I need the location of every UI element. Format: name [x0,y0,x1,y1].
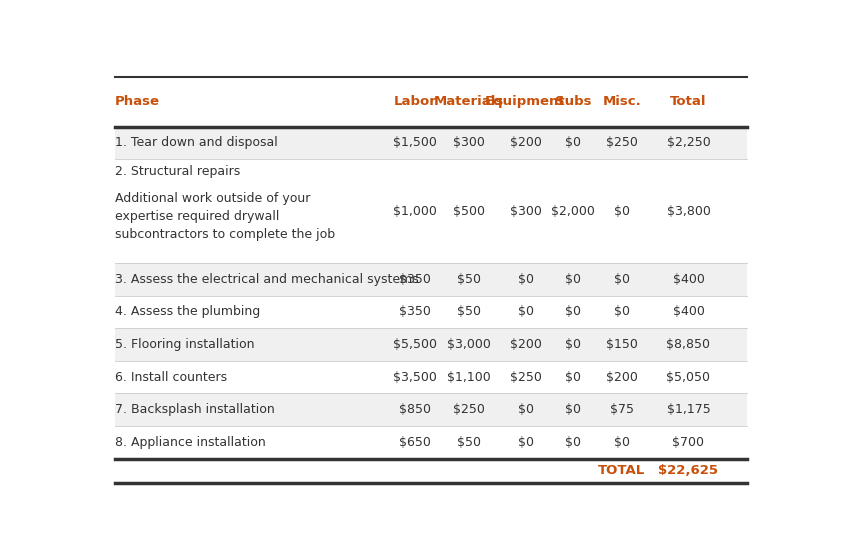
Bar [115,263,747,295]
Text: 4. Assess the plumbing: 4. Assess the plumbing [115,305,260,318]
Text: $0: $0 [565,403,581,416]
Text: $850: $850 [399,403,431,416]
Text: $150: $150 [606,338,638,351]
Text: expertise required drywall: expertise required drywall [115,210,279,223]
Text: Total: Total [670,95,706,108]
Text: $400: $400 [673,305,705,318]
Text: $0: $0 [565,305,581,318]
Text: $200: $200 [606,371,638,383]
Bar [115,328,747,361]
Text: $0: $0 [565,273,581,286]
Text: TOTAL: TOTAL [598,464,646,477]
Text: 8. Appliance installation: 8. Appliance installation [115,436,266,449]
Bar [115,393,747,426]
Text: $0: $0 [614,273,630,286]
Text: $350: $350 [399,305,431,318]
Text: $2,000: $2,000 [551,205,595,218]
Text: 3. Assess the electrical and mechanical systems: 3. Assess the electrical and mechanical … [115,273,419,286]
Text: $300: $300 [452,136,484,150]
Bar [115,126,747,159]
Text: $1,100: $1,100 [447,371,490,383]
Text: 5. Flooring installation: 5. Flooring installation [115,338,254,351]
Text: $8,850: $8,850 [666,338,711,351]
Text: Materials: Materials [434,95,504,108]
Text: $300: $300 [510,205,542,218]
Text: $3,500: $3,500 [393,371,436,383]
Text: $50: $50 [457,305,481,318]
Text: subcontractors to complete the job: subcontractors to complete the job [115,228,335,241]
Text: Subs: Subs [555,95,591,108]
Text: $50: $50 [457,436,481,449]
Text: $0: $0 [614,205,630,218]
Text: $5,050: $5,050 [666,371,711,383]
Text: Labor: Labor [394,95,436,108]
Text: $0: $0 [614,436,630,449]
Text: Equipment: Equipment [485,95,566,108]
Text: $2,250: $2,250 [667,136,711,150]
Text: $0: $0 [565,436,581,449]
Text: $0: $0 [565,338,581,351]
Text: 7. Backsplash installation: 7. Backsplash installation [115,403,275,416]
Text: $0: $0 [517,273,533,286]
Text: $50: $50 [457,273,481,286]
Text: $200: $200 [510,136,542,150]
Text: $1,175: $1,175 [667,403,711,416]
Text: $200: $200 [510,338,542,351]
Text: $3,800: $3,800 [667,205,711,218]
Text: $75: $75 [610,403,634,416]
Text: $0: $0 [517,403,533,416]
Text: $22,625: $22,625 [659,464,718,477]
Text: $3,000: $3,000 [447,338,491,351]
Text: $250: $250 [452,403,484,416]
Text: $0: $0 [517,305,533,318]
Text: Misc.: Misc. [603,95,642,108]
Text: $0: $0 [565,371,581,383]
Text: $1,000: $1,000 [393,205,436,218]
Text: Additional work outside of your: Additional work outside of your [115,192,310,205]
Text: $350: $350 [399,273,431,286]
Text: $700: $700 [673,436,705,449]
Text: $0: $0 [565,136,581,150]
Text: $250: $250 [606,136,638,150]
Text: $5,500: $5,500 [393,338,436,351]
Text: $250: $250 [510,371,542,383]
Text: $500: $500 [452,205,484,218]
Text: $1,500: $1,500 [393,136,436,150]
Text: $0: $0 [614,305,630,318]
Text: 6. Install counters: 6. Install counters [115,371,227,383]
Text: $400: $400 [673,273,705,286]
Text: Phase: Phase [115,95,160,108]
Text: 2. Structural repairs: 2. Structural repairs [115,166,241,178]
Text: $650: $650 [399,436,431,449]
Text: 1. Tear down and disposal: 1. Tear down and disposal [115,136,278,150]
Text: $0: $0 [517,436,533,449]
